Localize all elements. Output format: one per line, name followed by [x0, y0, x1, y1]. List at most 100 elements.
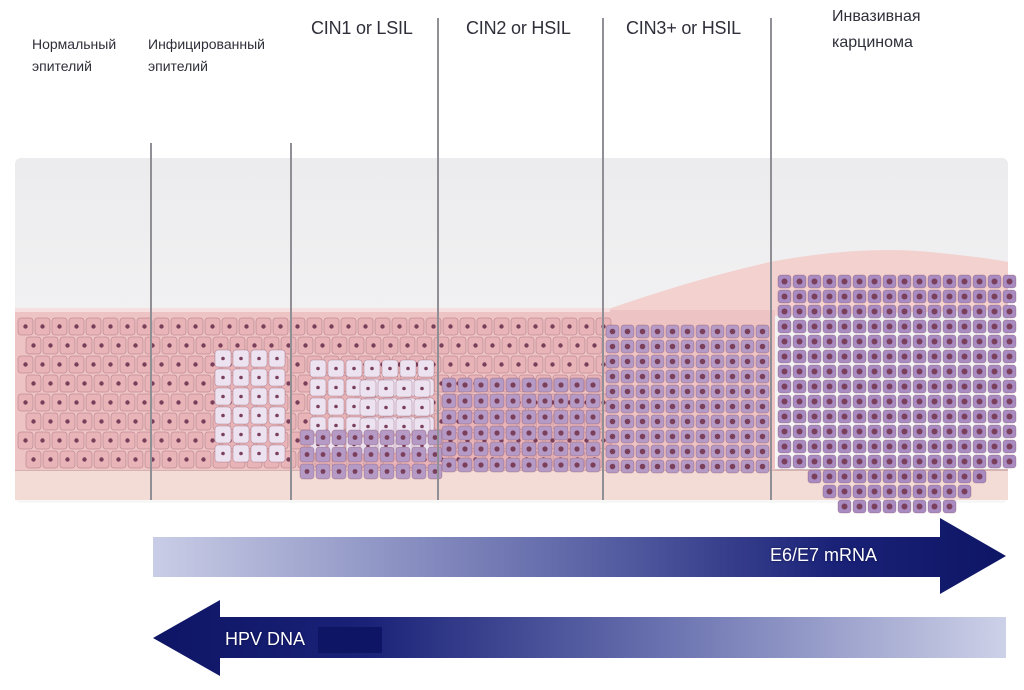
- cell-nucleus: [584, 362, 589, 367]
- cell-nucleus: [125, 438, 130, 443]
- cell-nucleus: [257, 375, 261, 380]
- cell-nucleus: [542, 414, 548, 420]
- cell-nucleus: [946, 398, 953, 405]
- cell-nucleus: [841, 368, 848, 375]
- cell-nucleus: [210, 438, 215, 443]
- cell-nucleus: [796, 368, 803, 375]
- cell-nucleus: [184, 457, 189, 462]
- cell-nucleus: [516, 324, 521, 329]
- cell-nucleus: [352, 423, 356, 428]
- cell-nucleus: [976, 278, 983, 285]
- cell-nucleus: [886, 383, 893, 390]
- cell-nucleus: [275, 375, 279, 380]
- cell-nucleus: [886, 368, 893, 375]
- cell-nucleus: [811, 278, 818, 285]
- cell-nucleus: [526, 462, 532, 468]
- cell-nucleus: [416, 435, 422, 440]
- cell-nucleus: [420, 405, 424, 410]
- cell-nucleus: [976, 338, 983, 345]
- cell-nucleus: [432, 452, 438, 457]
- cell-nucleus: [116, 419, 121, 424]
- cell-nucleus: [478, 414, 484, 420]
- cell-nucleus: [946, 413, 953, 420]
- cell-nucleus: [193, 324, 198, 329]
- cell-nucleus: [976, 443, 983, 450]
- cell-nucleus: [482, 362, 487, 367]
- cell-nucleus: [99, 343, 104, 348]
- cell-nucleus: [654, 433, 661, 440]
- cell-nucleus: [699, 418, 706, 425]
- cell-nucleus: [961, 443, 968, 450]
- cell-nucleus: [976, 323, 983, 330]
- cell-nucleus: [931, 488, 938, 495]
- cell-nucleus: [235, 343, 240, 348]
- cell-nucleus: [961, 398, 968, 405]
- cell-nucleus: [99, 457, 104, 462]
- cell-nucleus: [856, 278, 863, 285]
- cell-nucleus: [524, 343, 529, 348]
- cell-nucleus: [991, 398, 998, 405]
- cell-nucleus: [446, 382, 452, 388]
- cell-nucleus: [575, 343, 580, 348]
- cell-nucleus: [624, 403, 631, 410]
- cell-nucleus: [542, 382, 548, 388]
- cell-nucleus: [826, 308, 833, 315]
- cell-nucleus: [40, 324, 45, 329]
- cell-nucleus: [931, 383, 938, 390]
- cell-nucleus: [901, 338, 908, 345]
- cell-nucleus: [275, 413, 279, 418]
- cell-nucleus: [316, 385, 320, 390]
- cell-nucleus: [826, 278, 833, 285]
- cell-nucleus: [744, 373, 751, 380]
- cell-nucleus: [886, 443, 893, 450]
- cell-nucleus: [304, 435, 310, 440]
- cell-nucleus: [184, 419, 189, 424]
- cell-nucleus: [811, 353, 818, 360]
- cell-nucleus: [991, 428, 998, 435]
- cell-nucleus: [316, 366, 320, 371]
- cell-nucleus: [23, 438, 28, 443]
- cell-nucleus: [159, 324, 164, 329]
- cell-nucleus: [400, 469, 406, 474]
- cell-nucleus: [669, 358, 676, 365]
- stage-label-normal: Нормальный эпителий: [32, 36, 117, 74]
- cell-nucleus: [759, 418, 766, 425]
- cell-nucleus: [142, 438, 147, 443]
- cell-nucleus: [639, 403, 646, 410]
- cell-nucleus: [669, 388, 676, 395]
- cell-nucleus: [946, 458, 953, 465]
- cell-nucleus: [796, 308, 803, 315]
- cell-nucleus: [558, 430, 564, 436]
- cell-nucleus: [684, 418, 691, 425]
- cell-nucleus: [431, 324, 436, 329]
- cell-nucleus: [624, 358, 631, 365]
- cell-nucleus: [40, 362, 45, 367]
- cell-nucleus: [48, 457, 53, 462]
- cell-nucleus: [420, 386, 424, 391]
- divider-5: [770, 18, 772, 500]
- cell-nucleus: [336, 435, 342, 440]
- cell-nucleus: [446, 446, 452, 452]
- cell-nucleus: [654, 328, 661, 335]
- cell-nucleus: [976, 293, 983, 300]
- cell-nucleus: [916, 443, 923, 450]
- cell-nucleus: [23, 362, 28, 367]
- cell-nucleus: [624, 373, 631, 380]
- cell-nucleus: [931, 473, 938, 480]
- cell-nucleus: [167, 343, 172, 348]
- cell-nucleus: [609, 343, 616, 350]
- cell-nucleus: [533, 324, 538, 329]
- cell-nucleus: [91, 362, 96, 367]
- cell-nucleus: [684, 328, 691, 335]
- cell-nucleus: [1006, 278, 1013, 285]
- cell-nucleus: [916, 428, 923, 435]
- cell-nucleus: [494, 462, 500, 468]
- cell-nucleus: [462, 398, 468, 404]
- cell-nucleus: [590, 446, 596, 452]
- cell-nucleus: [856, 368, 863, 375]
- cell-nucleus: [609, 433, 616, 440]
- cell-nucleus: [510, 446, 516, 452]
- cell-nucleus: [133, 419, 138, 424]
- cell-nucleus: [961, 293, 968, 300]
- cell-nucleus: [352, 435, 358, 440]
